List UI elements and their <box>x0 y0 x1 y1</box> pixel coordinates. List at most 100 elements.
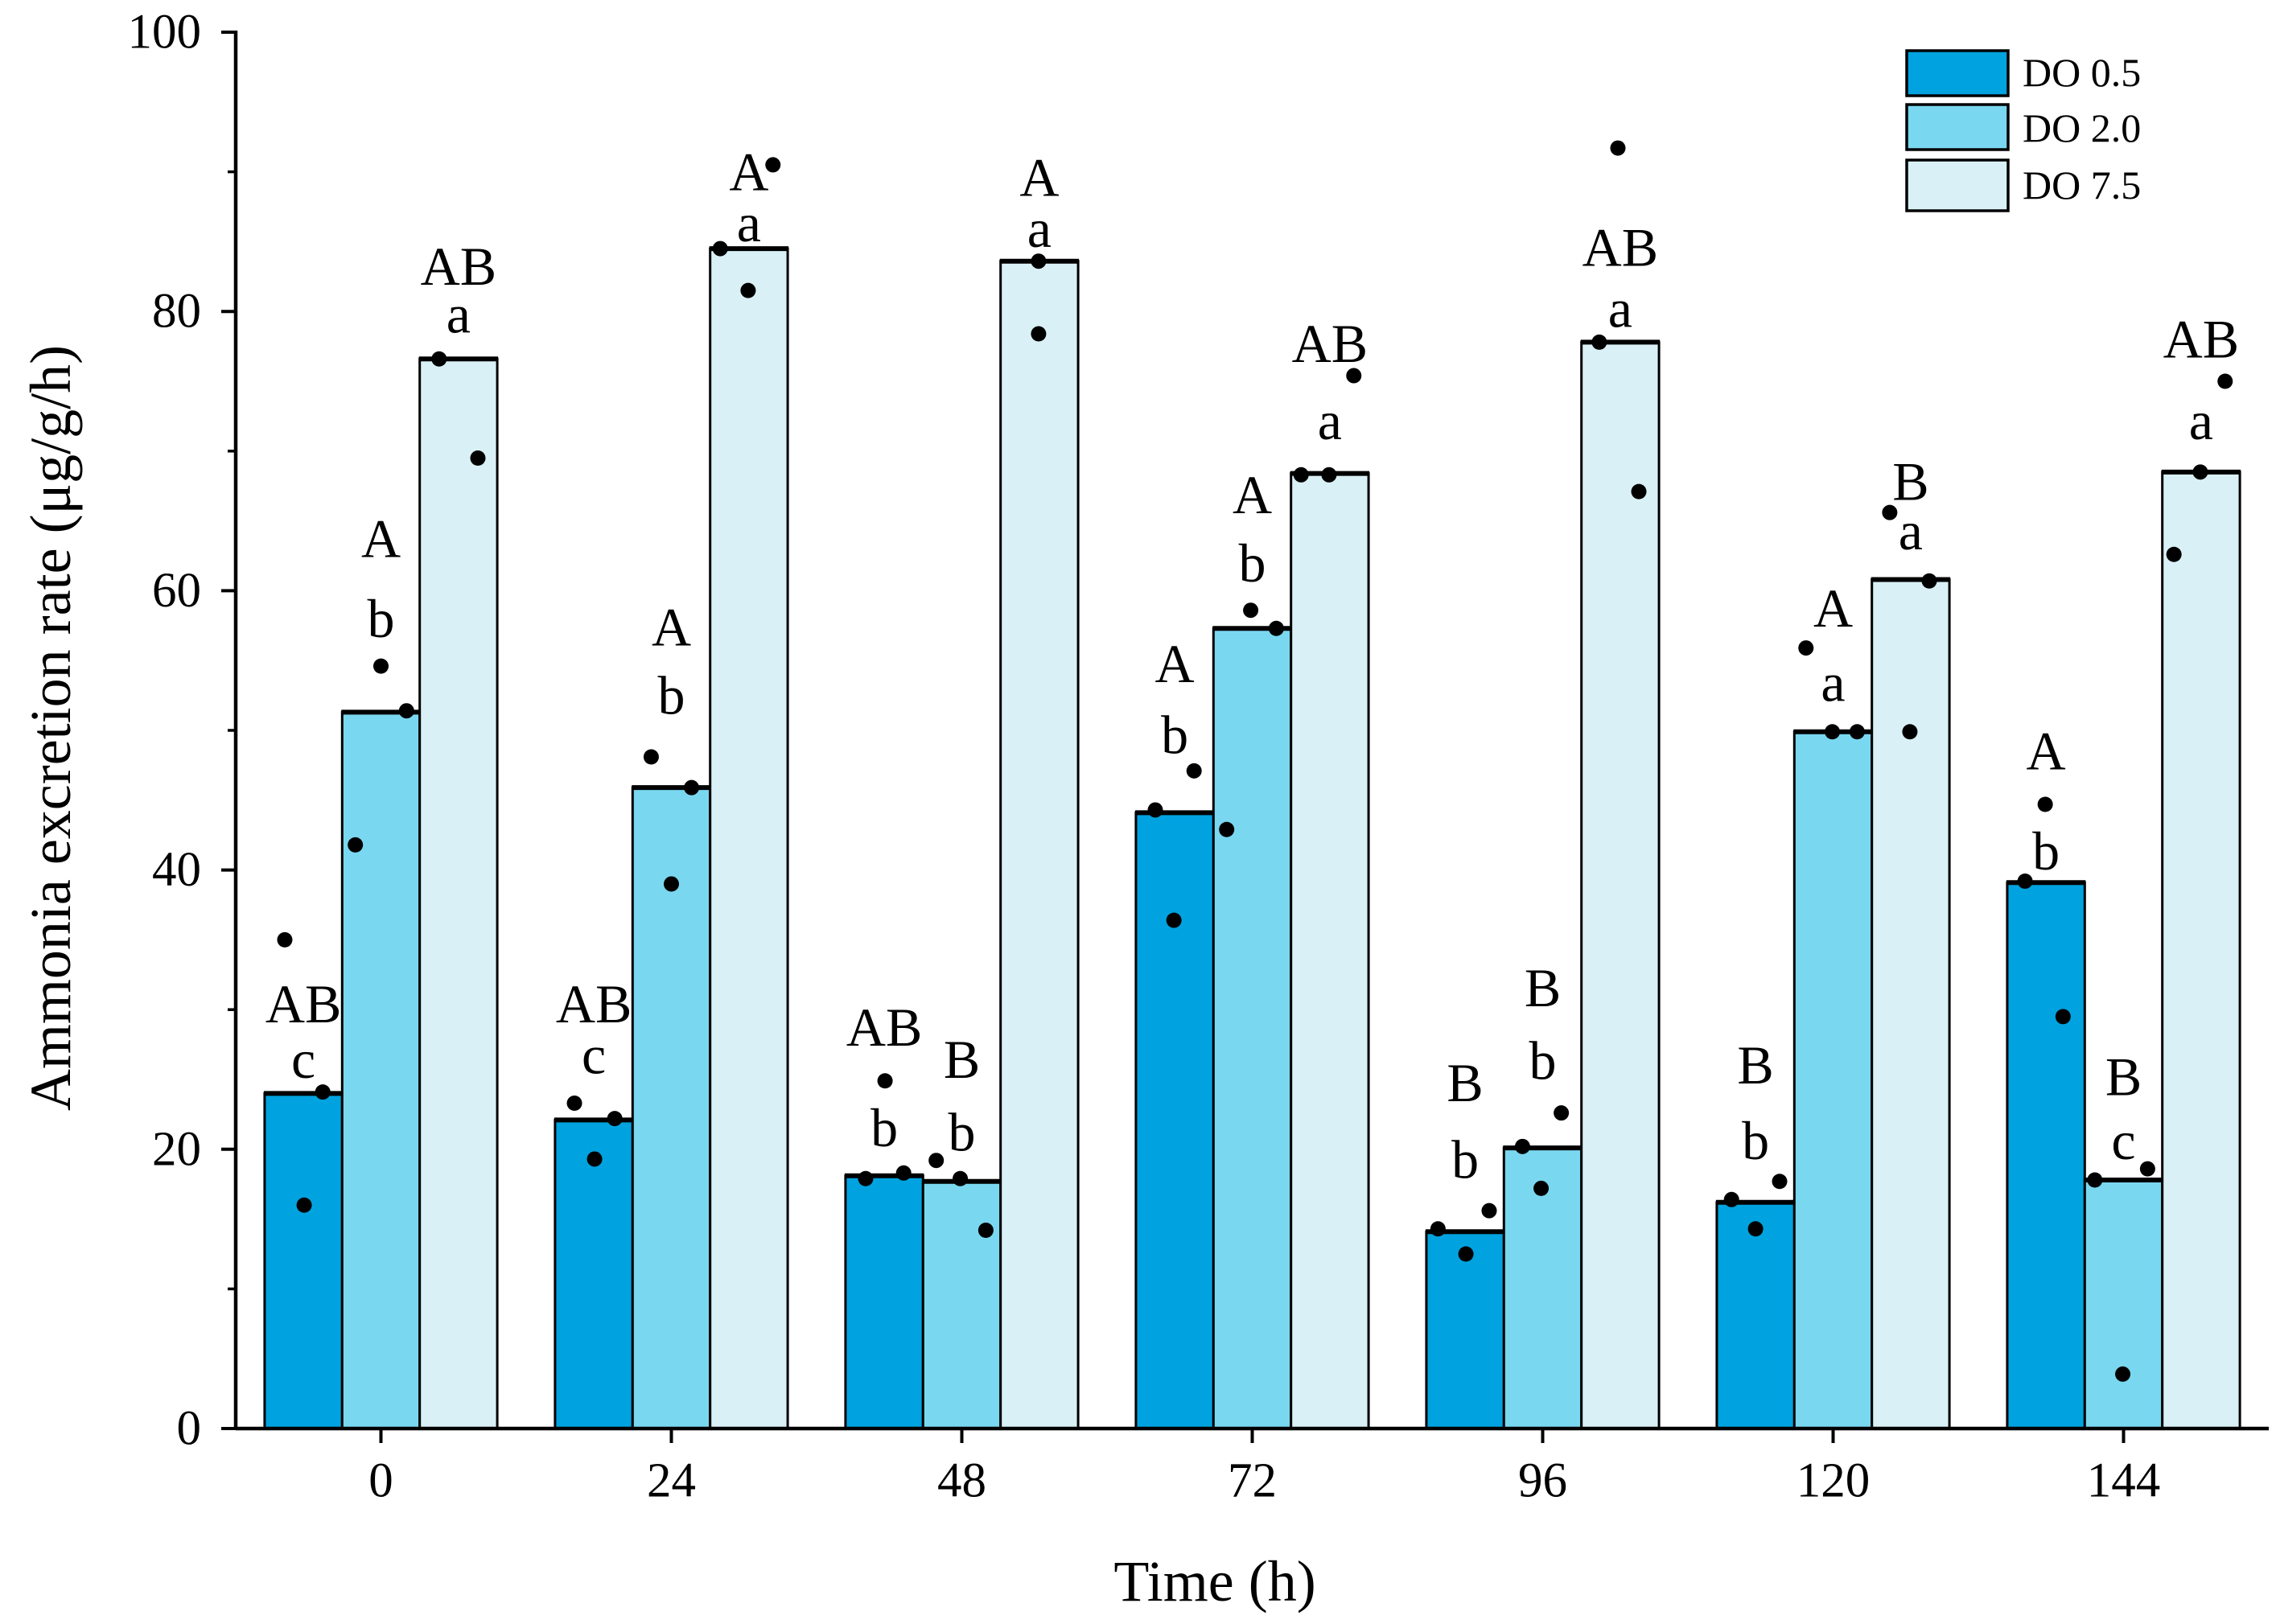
point-do-7-5-72h-3 <box>1321 467 1337 483</box>
letter-upper-do-7-5-0h: AB <box>421 236 496 297</box>
point-do-7-5-72h-2 <box>1293 467 1309 483</box>
point-do-2-0-0h-3 <box>348 837 364 853</box>
point-do-7-5-120h-2 <box>1921 573 1937 589</box>
point-do-7-5-96h-2 <box>1591 334 1607 350</box>
x-tick-label-144: 144 <box>2087 1454 2161 1508</box>
letter-upper-do-0-5-24h: AB <box>556 973 632 1034</box>
bar-do-0-5-24h <box>554 1118 634 1430</box>
ticks-layer: 0 24 48 72 96 120 144 0 20 40 60 80 100 <box>128 6 2161 1508</box>
letter-lower-do-2-0-24h: b <box>658 665 685 726</box>
y-tick-label-100: 100 <box>128 6 202 60</box>
point-do-2-0-144h-2 <box>2139 1161 2155 1177</box>
point-do-7-5-120h-1 <box>1882 504 1898 520</box>
letter-lower-do-0-5-0h: c <box>291 1029 315 1090</box>
point-do-2-0-96h-3 <box>1533 1180 1550 1196</box>
letter-lower-do-0-5-120h: b <box>1742 1110 1769 1171</box>
point-do-2-0-120h-3 <box>1849 724 1865 740</box>
point-do-7-5-24h-2 <box>712 241 728 257</box>
point-do-7-5-24h-1 <box>765 157 781 173</box>
point-do-2-0-72h-1 <box>1243 602 1259 619</box>
point-do-7-5-144h-3 <box>2166 546 2182 562</box>
point-do-0-5-120h-2 <box>1723 1191 1739 1207</box>
legend-swatch-do-2-0 <box>1905 103 2010 151</box>
y-tick-label-60: 60 <box>152 564 201 618</box>
point-do-2-0-96h-2 <box>1514 1138 1530 1154</box>
letter-upper-do-7-5-120h: B <box>1892 451 1928 512</box>
point-do-0-5-144h-2 <box>2017 873 2033 889</box>
letter-upper-do-7-5-96h: AB <box>1582 217 1658 278</box>
x-axis-title: Time (h) <box>1113 1549 1315 1614</box>
letter-lower-do-7-5-0h: a <box>447 284 471 345</box>
letter-upper-do-2-0-0h: A <box>361 508 401 569</box>
point-do-2-0-144h-3 <box>2115 1366 2131 1382</box>
letter-upper-do-2-0-96h: B <box>1525 957 1561 1018</box>
point-do-7-5-24h-3 <box>740 282 756 298</box>
legend-label-do-0-5: DO 0.5 <box>2023 50 2141 95</box>
letter-lower-do-2-0-48h: b <box>949 1101 976 1162</box>
y-axis-title: Ammonia excretion rate (μg/g/h) <box>19 345 83 1111</box>
point-do-0-5-0h-2 <box>315 1084 331 1100</box>
bar-do-2-0-48h <box>921 1180 1002 1430</box>
point-do-7-5-0h-2 <box>470 450 486 466</box>
letter-lower-do-7-5-24h: a <box>737 192 761 253</box>
letter-upper-do-7-5-24h: A <box>729 141 768 202</box>
bar-do-2-0-72h <box>1212 627 1293 1430</box>
letter-upper-do-0-5-144h: A <box>2027 720 2066 781</box>
letter-upper-do-0-5-0h: AB <box>265 973 341 1034</box>
bar-do-7-5-144h <box>2161 471 2241 1430</box>
legend-swatch-do-7-5 <box>1905 158 2010 212</box>
bar-do-0-5-144h <box>2006 881 2086 1430</box>
letter-upper-do-0-5-96h: B <box>1447 1052 1483 1113</box>
point-do-2-0-72h-3 <box>1219 821 1235 837</box>
letter-upper-do-2-0-144h: B <box>2105 1046 2142 1108</box>
point-do-0-5-120h-1 <box>1772 1174 1788 1190</box>
bar-do-2-0-0h <box>340 710 422 1430</box>
y-tick-label-40: 40 <box>152 843 201 897</box>
point-do-0-5-72h-1 <box>1186 763 1202 779</box>
point-do-7-5-48h-1 <box>1031 253 1047 269</box>
bar-do-7-5-0h <box>418 357 499 1430</box>
point-do-2-0-24h-3 <box>664 876 679 892</box>
point-do-7-5-0h-1 <box>431 351 447 367</box>
point-do-0-5-24h-2 <box>607 1111 623 1127</box>
letter-lower-do-0-5-144h: b <box>2032 820 2060 882</box>
x-tick-label-120: 120 <box>1797 1454 1871 1508</box>
letter-upper-do-0-5-120h: B <box>1737 1034 1773 1096</box>
x-tick-label-0: 0 <box>368 1454 393 1508</box>
point-do-7-5-120h-3 <box>1902 724 1918 740</box>
letter-lower-do-7-5-144h: a <box>2189 390 2213 451</box>
legend-swatch-do-0-5 <box>1905 49 2010 97</box>
point-do-2-0-48h-1 <box>928 1153 945 1169</box>
point-do-0-5-144h-1 <box>2037 796 2053 812</box>
y-tick-label-20: 20 <box>152 1122 201 1176</box>
point-do-2-0-0h-1 <box>373 658 389 674</box>
bar-do-7-5-120h <box>1871 578 1951 1430</box>
letter-lower-do-2-0-144h: c <box>2111 1110 2135 1171</box>
point-do-2-0-24h-2 <box>684 779 700 796</box>
bars-layer <box>263 246 2241 1430</box>
point-do-2-0-96h-1 <box>1554 1105 1570 1121</box>
letter-lower-do-2-0-96h: b <box>1529 1030 1557 1092</box>
letter-lower-do-7-5-96h: a <box>1608 278 1632 339</box>
letter-upper-do-0-5-72h: A <box>1155 633 1195 694</box>
point-do-7-5-144h-1 <box>2217 373 2233 389</box>
letter-upper-do-2-0-72h: A <box>1233 464 1272 525</box>
y-tick-label-0: 0 <box>177 1402 202 1456</box>
point-do-2-0-48h-2 <box>953 1170 969 1186</box>
point-do-7-5-48h-2 <box>1031 326 1047 342</box>
letter-lower-do-0-5-48h: b <box>870 1097 898 1158</box>
letter-lower-do-0-5-72h: b <box>1161 704 1188 765</box>
letter-upper-do-7-5-144h: AB <box>2163 308 2239 369</box>
point-do-0-5-0h-3 <box>296 1197 312 1213</box>
point-do-0-5-72h-3 <box>1166 912 1182 928</box>
legend-label-do-2-0: DO 2.0 <box>2023 105 2141 150</box>
bar-do-0-5-0h <box>263 1092 344 1430</box>
x-tick-label-72: 72 <box>1228 1454 1277 1508</box>
point-do-7-5-144h-2 <box>2192 464 2208 480</box>
letter-lower-do-2-0-72h: b <box>1239 532 1266 594</box>
point-do-2-0-72h-2 <box>1268 620 1284 636</box>
bar-do-0-5-72h <box>1134 811 1215 1430</box>
point-do-2-0-120h-1 <box>1798 640 1814 656</box>
point-do-0-5-48h-1 <box>877 1073 893 1089</box>
